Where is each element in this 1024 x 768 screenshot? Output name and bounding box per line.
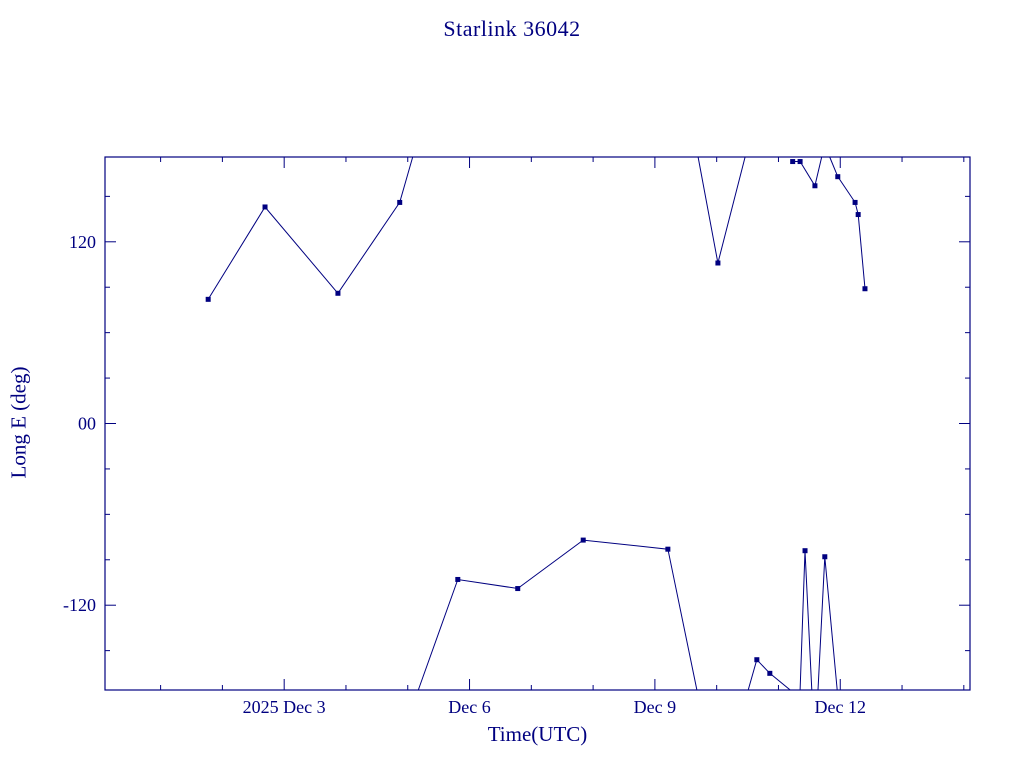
x-axis-label: Time(UTC) [487,722,588,746]
series-segment-upper-right-b [829,156,868,292]
x-tick-label: Dec 12 [815,697,866,717]
data-point-marker [665,546,671,552]
data-point-marker [822,554,828,560]
series-segment-lower-right-spike-2 [817,554,838,691]
data-point-marker [790,159,796,165]
data-point-marker [205,296,211,302]
series-line [697,156,746,264]
series-segment-lower-left-arc [417,537,698,691]
data-point-marker [802,548,808,554]
series-line [747,658,791,691]
data-point-marker [397,199,403,205]
y-axis-ticks: 120 00 -120 [63,195,970,652]
data-point-marker [515,586,521,592]
x-tick-label: 2025 Dec 3 [243,697,326,717]
y-tick-label: 00 [78,414,96,434]
x-axis-ticks: 2025 Dec 3 Dec 6 Dec 9 Dec 12 [160,157,965,717]
data-point-marker [852,199,858,205]
series-segment-upper-left [205,156,414,302]
series-line [207,156,414,300]
data-point-marker [797,159,803,165]
series-line [417,539,698,691]
data-point-marker [835,174,841,180]
y-tick-label: -120 [63,595,96,615]
x-tick-label: Dec 9 [634,697,676,717]
data-point-marker [455,576,461,582]
chart-title: Starlink 36042 [443,16,581,41]
data-point-marker [862,286,868,292]
data-point-marker [855,212,861,218]
series-segment-lower-right-spike-1 [799,548,813,691]
series-line [799,550,813,691]
data-point-marker [812,183,818,189]
series-line [829,156,866,289]
series-segment-lower-right-bump [747,657,791,691]
series-line [817,556,838,691]
data-point-marker [754,657,760,663]
series-line [792,156,823,188]
data-point-marker [580,537,586,543]
plot-frame [104,156,971,691]
x-tick-label: Dec 6 [448,697,490,717]
series-segment-upper-right-a [790,156,823,189]
data-point-marker [335,290,341,296]
series-segment-upper-middle-dip [697,156,746,266]
data-point-marker [715,260,721,266]
y-tick-label: 120 [69,232,96,252]
data-point-marker [767,670,773,676]
data-point-marker [262,204,268,210]
